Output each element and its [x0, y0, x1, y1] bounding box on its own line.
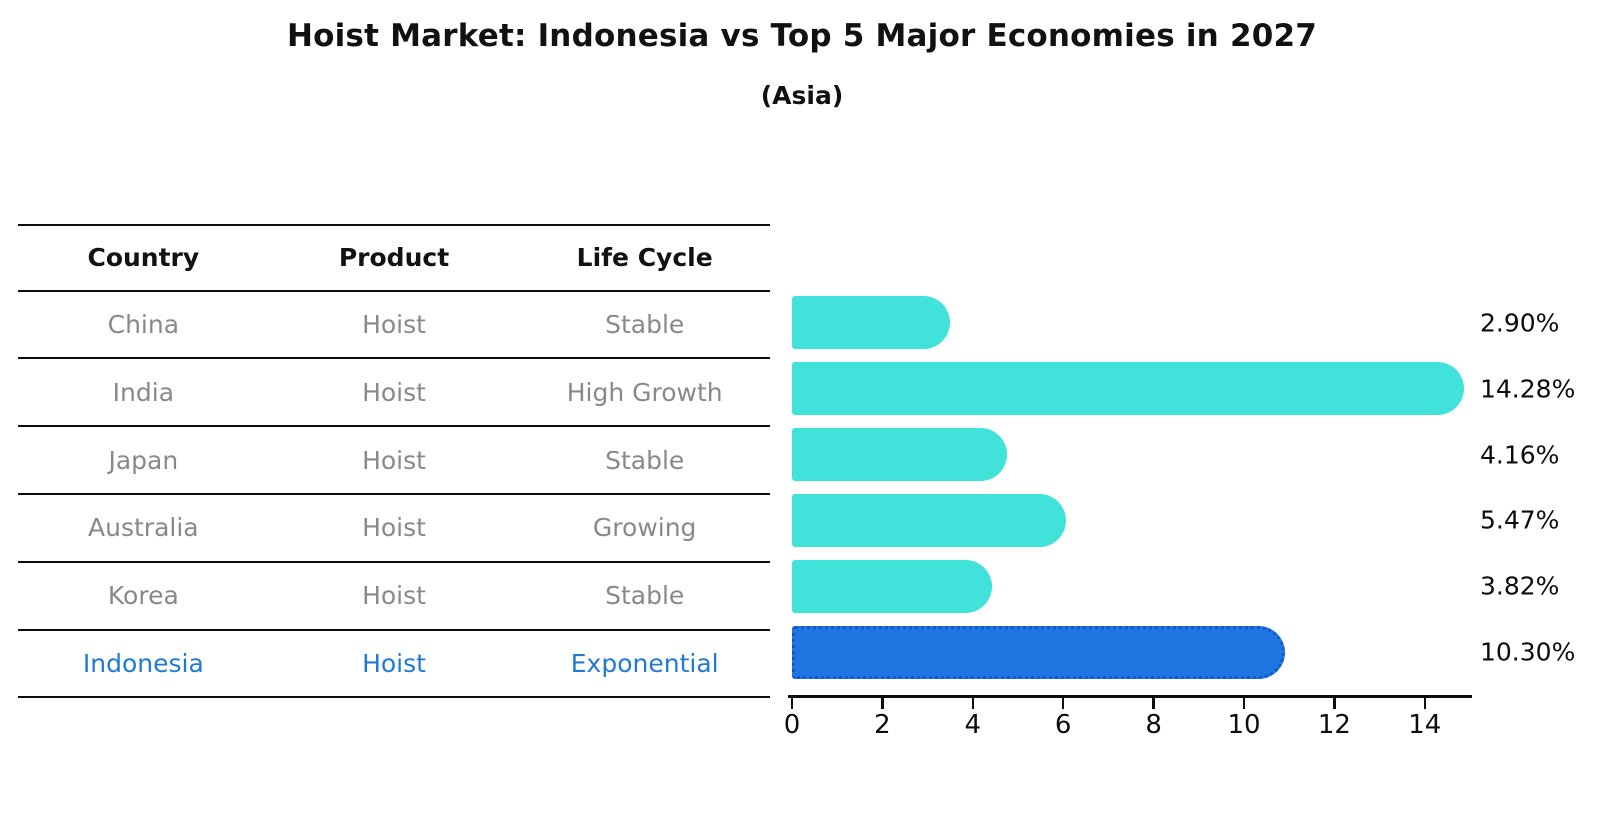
- x-tick-label: 2: [874, 710, 891, 740]
- x-tick-label: 6: [1054, 710, 1072, 740]
- x-tick-label: 4: [964, 710, 982, 740]
- table-cell-product: Hoist: [362, 649, 426, 679]
- table-row: Japan Hoist Stable: [18, 427, 770, 495]
- table-cell-lifecycle: Growing: [592, 513, 697, 543]
- chart-title: Hoist Market: Indonesia vs Top 5 Major E…: [286, 18, 1318, 54]
- bar-value-label: 10.30%: [1480, 637, 1576, 667]
- table-cell-product: Hoist: [362, 309, 426, 339]
- table-row: Korea Hoist Stable: [18, 563, 770, 631]
- table-cell-product: Hoist: [362, 513, 426, 543]
- table-header-country: Country: [87, 243, 200, 273]
- bar-australia: [792, 493, 1067, 547]
- bar-value-label: 3.82%: [1480, 571, 1560, 601]
- table-row: Australia Hoist Growing: [18, 495, 770, 563]
- x-tick-label: 8: [1145, 710, 1162, 740]
- table-cell-lifecycle: Stable: [605, 445, 685, 475]
- table-cell-product: Hoist: [362, 581, 426, 611]
- table-header-row: Country Product Life Cycle: [18, 226, 770, 292]
- table-cell-country: Australia: [88, 513, 199, 543]
- x-tick-mark: [1423, 698, 1427, 709]
- x-tick-label: 12: [1317, 710, 1351, 740]
- country-table: Country Product Life Cycle China Hoist S…: [18, 224, 770, 699]
- table-row: Indonesia Hoist Exponential: [18, 631, 770, 699]
- x-axis-line: [788, 695, 1472, 698]
- x-tick-mark: [1061, 698, 1065, 709]
- table-cell-lifecycle: Stable: [605, 581, 685, 611]
- table-cell-country: Japan: [108, 445, 179, 475]
- x-tick-mark: [881, 698, 884, 709]
- x-tick-mark: [971, 698, 975, 709]
- x-tick-mark: [1333, 698, 1336, 709]
- x-tick-mark: [1152, 698, 1155, 709]
- bar-korea: [792, 559, 992, 613]
- bar-indonesia: [792, 625, 1285, 679]
- table-cell-product: Hoist: [362, 377, 426, 407]
- table-cell-lifecycle: Exponential: [570, 649, 719, 679]
- x-tick-label: 10: [1227, 710, 1261, 740]
- table-row: India Hoist High Growth: [18, 359, 770, 428]
- bar-value-label: 5.47%: [1480, 505, 1560, 535]
- bar-japan: [792, 428, 1008, 482]
- table-cell-country: China: [107, 309, 180, 339]
- x-tick-label: 0: [783, 710, 801, 740]
- table-cell-country: India: [112, 377, 175, 407]
- table-header-lifecycle: Life Cycle: [576, 243, 713, 273]
- table-header-product: Product: [338, 243, 450, 273]
- x-tick-label: 14: [1408, 710, 1442, 740]
- bar-value-label: 14.28%: [1480, 374, 1576, 404]
- table-row: China Hoist Stable: [18, 292, 770, 360]
- table-cell-country: Korea: [107, 581, 179, 611]
- table-cell-lifecycle: High Growth: [566, 377, 723, 407]
- table-cell-lifecycle: Stable: [605, 309, 685, 339]
- table-cell-country: Indonesia: [82, 649, 204, 679]
- bar-china: [792, 296, 951, 350]
- chart-subtitle: (Asia): [760, 81, 844, 110]
- bar-value-label: 4.16%: [1480, 440, 1560, 470]
- x-tick-mark: [1242, 698, 1246, 709]
- table-cell-product: Hoist: [362, 445, 426, 475]
- bar-value-label: 2.90%: [1480, 308, 1560, 338]
- bar-india: [792, 362, 1465, 416]
- x-tick-mark: [790, 698, 794, 709]
